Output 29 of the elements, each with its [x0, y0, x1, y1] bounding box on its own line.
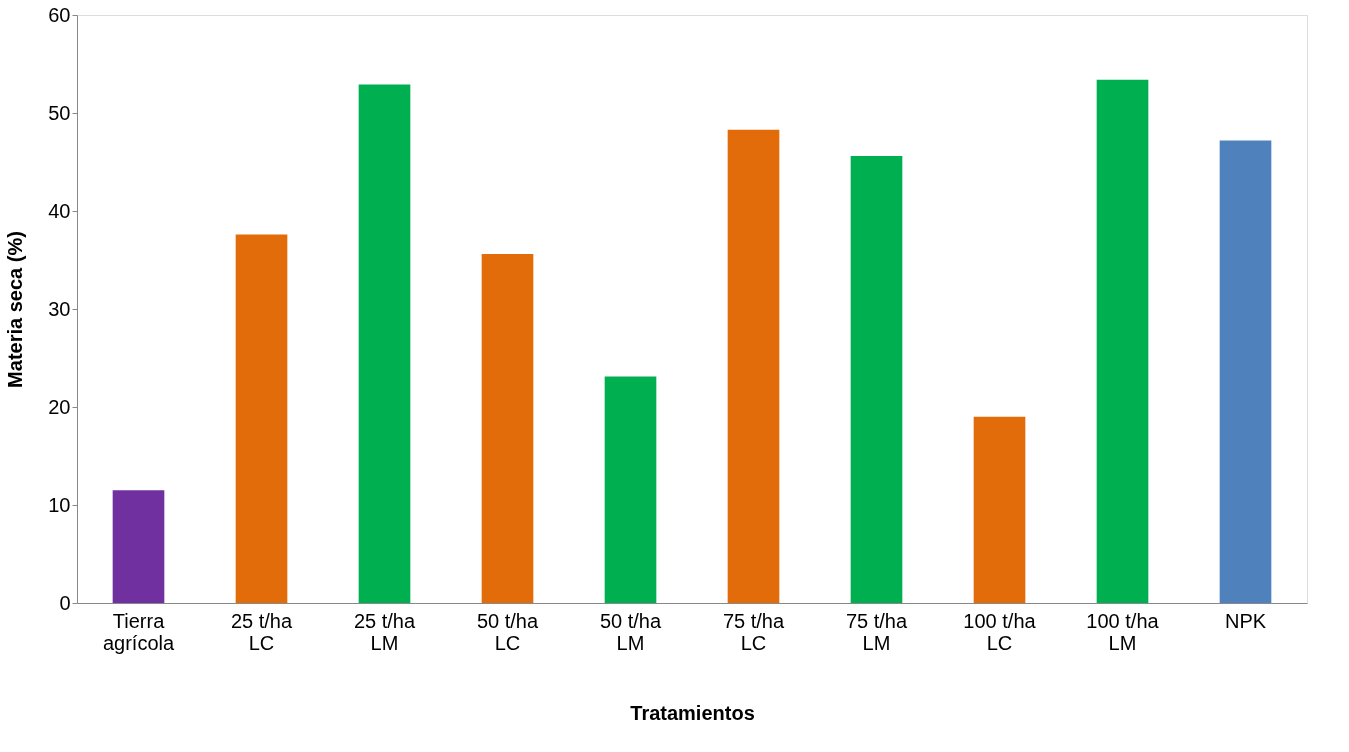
bar: [1096, 79, 1149, 603]
bar: [604, 376, 657, 603]
y-tick-label: 40: [48, 199, 71, 222]
x-tick-label: 50 t/ha LM: [599, 609, 662, 654]
x-tick-label: 50 t/ha LC: [476, 609, 539, 654]
bar: [481, 254, 534, 603]
y-tick-label: 30: [48, 297, 71, 320]
y-tick-label: 10: [48, 493, 71, 516]
bar: [1219, 140, 1272, 603]
bar: [358, 84, 411, 603]
y-tick-label: 0: [59, 591, 71, 614]
x-tick-label: 100 t/ha LM: [1086, 609, 1160, 654]
y-tick-label: 50: [48, 101, 71, 124]
x-axis-title: Tratamientos: [630, 701, 755, 724]
bar: [112, 490, 165, 603]
x-tick-label: 75 t/ha LC: [722, 609, 785, 654]
y-axis-title: Materia seca (%): [4, 231, 27, 388]
x-tick-label: 100 t/ha LC: [963, 609, 1037, 654]
x-tick-label: 75 t/ha LM: [845, 609, 908, 654]
x-tick-label: 25 t/ha LC: [230, 609, 293, 654]
y-tick-label: 20: [48, 395, 71, 418]
bar: [235, 234, 288, 603]
y-tick-label: 60: [48, 3, 71, 26]
x-tick-label: NPK: [1224, 609, 1267, 632]
x-tick-label: 25 t/ha LM: [353, 609, 416, 654]
bar: [973, 416, 1026, 603]
bar: [850, 156, 903, 603]
bar: [727, 129, 780, 603]
x-tick-label: Tierra agrícola: [102, 609, 175, 654]
